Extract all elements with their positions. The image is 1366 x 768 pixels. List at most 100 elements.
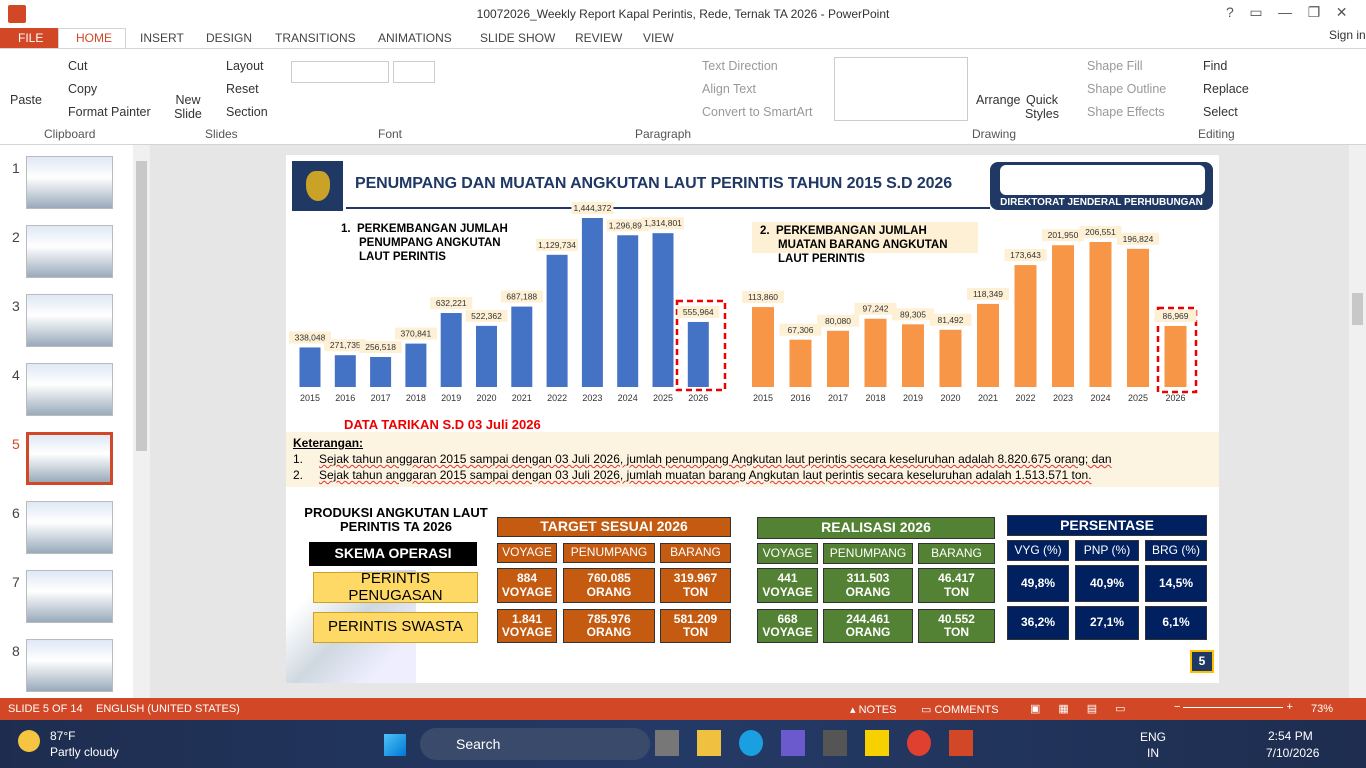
table-cell: 884 VOYAGE [497,568,557,603]
table-cell: 760.085 ORANG [563,568,655,603]
tables: PERINTIS PENUGASAN PERINTIS SWASTA TARGET … [286,155,1219,683]
table-title: REALISASI 2026 [757,517,995,539]
scheme-row: PERINTIS PENUGASAN [313,570,478,603]
category-label: 2024 [618,393,638,403]
ribbon-tab[interactable]: HOME [76,31,112,45]
ribbon-button[interactable]: Convert to SmartArt [702,105,813,119]
ribbon-button[interactable]: Text Direction [702,59,778,73]
input-language[interactable]: ENG [1140,730,1167,744]
category-label: 2023 [1053,393,1073,403]
scroll-thumb[interactable] [136,161,147,451]
pinned-apps[interactable] [655,730,985,756]
search-box[interactable]: Search [420,728,650,760]
slide-title: PENUMPANG DAN MUATAN ANGKUTAN LAUT PERIN… [355,175,953,192]
value-label-bg [1004,249,1047,262]
ribbon-tab[interactable]: REVIEW [575,31,623,45]
language[interactable]: ENGLISH (UNITED STATES) [96,703,240,715]
group-label: Paragraph [635,127,692,141]
ribbon-button[interactable]: New Slide [174,93,202,121]
ribbon-button[interactable]: Replace [1203,82,1249,96]
zoom-level[interactable]: 73% [1311,703,1334,715]
slide: PENUMPANG DAN MUATAN ANGKUTAN LAUT PERIN… [286,155,1219,683]
sign-in[interactable]: Sign in [1329,28,1366,42]
value-label: 1,129,734 [538,240,576,250]
category-label: 2016 [335,393,355,403]
ribbon-button[interactable]: Reset [226,82,259,96]
ribbon-button[interactable]: Copy [68,82,98,96]
bar [687,321,709,387]
table-cell: 319.967 TON [660,568,731,603]
group-label: Drawing [972,127,1017,141]
scheme-header: SKEMA OPERASI [309,542,477,566]
value-label-bg [677,305,720,318]
ribbon-tab[interactable]: ANIMATIONS [378,31,452,45]
ribbon-tab[interactable]: DESIGN [206,31,253,45]
ribbon-tab[interactable]: TRANSITIONS [275,31,356,45]
ribbon-button[interactable]: Arrange [976,93,1021,107]
value-label: 555,964 [683,307,714,317]
table-cell: 244.461 ORANG [823,609,913,643]
slide-thumbnail[interactable] [26,363,113,416]
ribbon-button[interactable]: Align Text [702,82,756,96]
scroll-thumb[interactable] [1352,293,1363,325]
input-region: IN [1147,746,1159,760]
slide-thumbnail[interactable] [26,501,113,554]
start-button[interactable] [384,734,406,756]
ribbon-button[interactable]: Paste [10,93,42,107]
ribbon-tab[interactable]: INSERT [140,31,184,45]
ribbon-button[interactable]: Select [1203,105,1238,119]
font-box[interactable] [291,61,389,83]
category-label: 2015 [300,393,320,403]
ribbon-button[interactable]: Layout [226,59,264,73]
ribbon-button[interactable]: Shape Effects [1087,105,1165,119]
ribbon-button[interactable]: Format Painter [68,105,151,119]
window-controls[interactable]: ? ▭ — ❐ ✕ [1226,4,1348,20]
clock-time[interactable]: 2:54 PM [1268,729,1313,743]
bar [789,339,812,387]
slide-thumbnail[interactable] [26,432,113,485]
ribbon-tab[interactable]: VIEW [643,31,674,45]
zoom-slider[interactable]: − + [1174,701,1293,713]
thumbnail-number: 4 [12,367,20,383]
taskbar: 87°F Partly cloudy Search ENG IN 2:54 PM… [0,720,1366,768]
value-label: 522,362 [471,311,502,321]
comments-button[interactable]: ▭ COMMENTS [921,704,999,716]
slide-thumbnail[interactable] [26,156,113,209]
thumbnail-number: 8 [12,643,20,659]
ribbon-button[interactable]: Shape Outline [1087,82,1167,96]
ribbon-button[interactable]: Quick Styles [1024,93,1060,121]
group-label: Editing [1198,127,1235,141]
ribbon-button[interactable]: Section [226,105,268,119]
chart-title: 1. PERKEMBANGAN JUMLAH PENUMPANG ANGKUTA… [341,223,511,263]
notes-heading: Keterangan: [293,436,364,450]
weather-icon [18,730,40,752]
notes-button[interactable]: ▴ NOTES [850,704,897,716]
slide-thumbnail[interactable] [26,225,113,278]
view-buttons[interactable]: ▣▦▤▭ [1030,703,1144,715]
ribbon-button[interactable]: Cut [68,59,88,73]
group-label: Slides [205,127,238,141]
table-title: PERSENTASE [1007,515,1207,536]
slide-thumbnail[interactable] [26,639,113,692]
slide-thumbnail[interactable] [26,294,113,347]
ribbon-button[interactable]: Find [1203,59,1228,73]
notes-box: Keterangan: 1. Sejak tahun anggaran 2015 … [286,432,1219,487]
ribbon-tab[interactable]: SLIDE SHOW [480,31,556,45]
column-header: VOYAGE [757,543,818,564]
ribbon-button[interactable]: Shape Fill [1087,59,1143,73]
thumb-scrollbar[interactable] [133,145,150,698]
ribbon-tab[interactable]: FILE [18,31,44,45]
bar [1052,245,1074,387]
note-text: Sejak tahun anggaran 2015 sampai dengan … [319,452,1112,466]
slide-thumbnail[interactable] [26,570,113,623]
slide-scrollbar[interactable] [1349,145,1366,698]
value-label: 632,221 [436,298,467,308]
font-box[interactable] [393,61,435,83]
bar [581,218,603,387]
category-label: 2017 [371,393,391,403]
weather: Partly cloudy [50,745,119,759]
category-label: 2022 [1015,393,1035,403]
table-cell: 49,8% [1007,565,1069,602]
shape-gallery[interactable] [834,57,968,121]
